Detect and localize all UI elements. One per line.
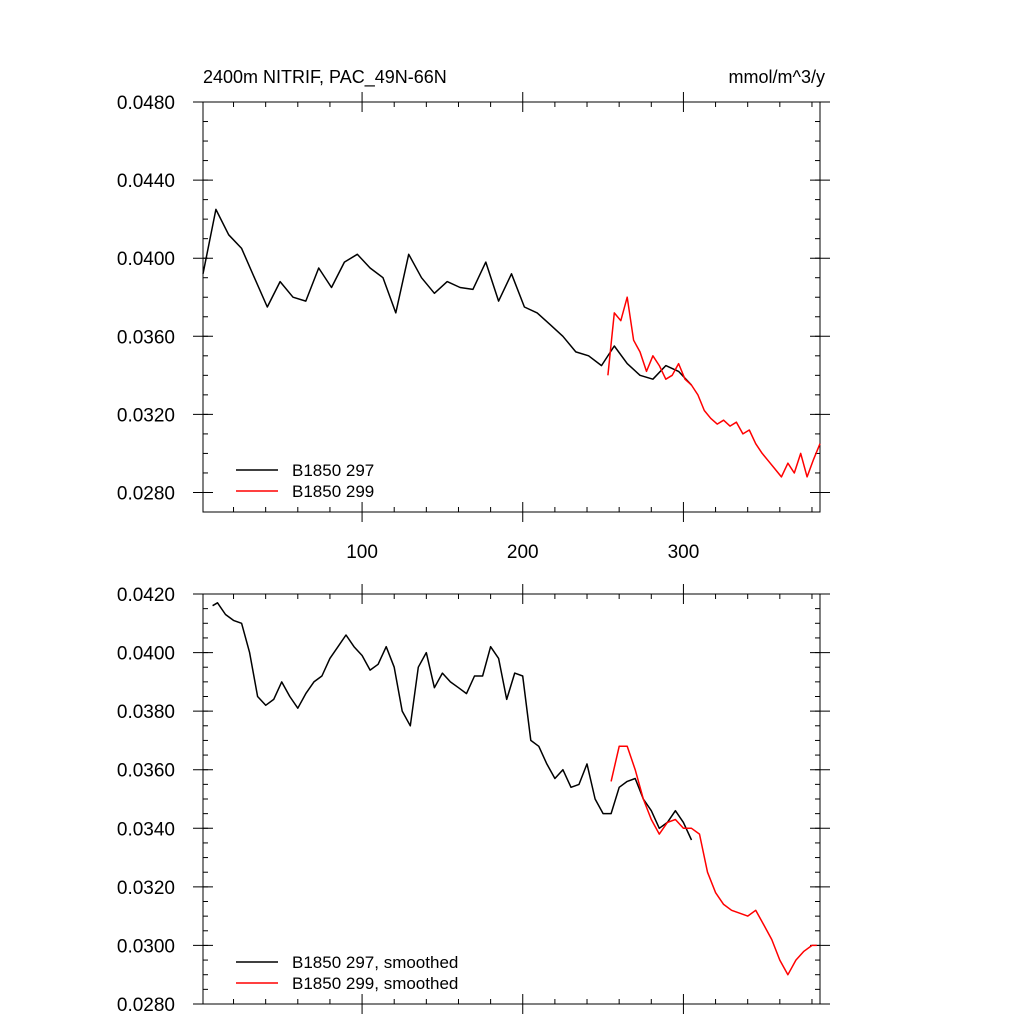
bottom-chart-x-axis — [233, 584, 813, 1014]
top-chart-units: mmol/m^3/y — [729, 67, 825, 87]
y-tick-label: 0.0400 — [117, 644, 175, 665]
series-line-b1850-299 — [607, 296, 821, 478]
y-tick-label: 0.0300 — [117, 936, 175, 957]
top-chart-plot-frame — [202, 101, 821, 513]
top-chart-legend: B1850 297 B1850 299 — [236, 461, 374, 501]
y-tick-label: 0.0380 — [117, 702, 175, 723]
y-tick-label: 0.0360 — [117, 327, 175, 348]
y-tick-label: 0.0280 — [117, 483, 175, 504]
bottom-chart-series — [212, 602, 817, 976]
series-line-b1850-297 — [202, 208, 693, 386]
bottom-chart: 0.0280 0.0300 0.0320 0.0340 0.0360 0.0380 0.04… — [117, 584, 830, 1016]
x-tick-label: 100 — [346, 542, 378, 563]
x-tick-label: 300 — [668, 542, 700, 563]
y-tick-label: 0.0400 — [117, 249, 175, 270]
y-tick-label: 0.0280 — [117, 995, 175, 1016]
bottom-chart-legend: B1850 297, smoothed B1850 299, smoothed — [236, 953, 458, 993]
top-chart-y-axis: 0.0280 0.0320 0.0360 0.0400 0.0440 0.0480 — [117, 93, 830, 513]
top-chart-series — [202, 208, 821, 478]
y-tick-label: 0.0480 — [117, 93, 175, 114]
y-tick-label: 0.0320 — [117, 405, 175, 426]
y-tick-label: 0.0360 — [117, 761, 175, 782]
top-chart-x-axis: 100 200 300 — [233, 92, 813, 563]
top-chart: 2400m NITRIF, PAC_49N-66N mmol/m^3/y 0.0… — [117, 67, 830, 563]
x-tick-label: 200 — [507, 542, 539, 563]
y-tick-label: 0.0420 — [117, 585, 175, 606]
top-chart-title: 2400m NITRIF, PAC_49N-66N — [203, 67, 447, 88]
legend-label-b1850-297: B1850 297 — [292, 461, 374, 480]
bottom-chart-plot-frame — [202, 593, 821, 1005]
legend-label-b1850-299: B1850 299 — [292, 482, 374, 501]
y-tick-label: 0.0340 — [117, 819, 175, 840]
legend-label-b1850-297-smoothed: B1850 297, smoothed — [292, 953, 458, 972]
series-line-b1850-299-smoothed — [610, 745, 817, 976]
legend-label-b1850-299-smoothed: B1850 299, smoothed — [292, 974, 458, 993]
y-tick-label: 0.0320 — [117, 878, 175, 899]
y-tick-label: 0.0440 — [117, 171, 175, 192]
series-line-b1850-297-smoothed — [212, 602, 693, 841]
bottom-chart-y-axis: 0.0280 0.0300 0.0320 0.0340 0.0360 0.0380 0.04… — [117, 585, 830, 1016]
